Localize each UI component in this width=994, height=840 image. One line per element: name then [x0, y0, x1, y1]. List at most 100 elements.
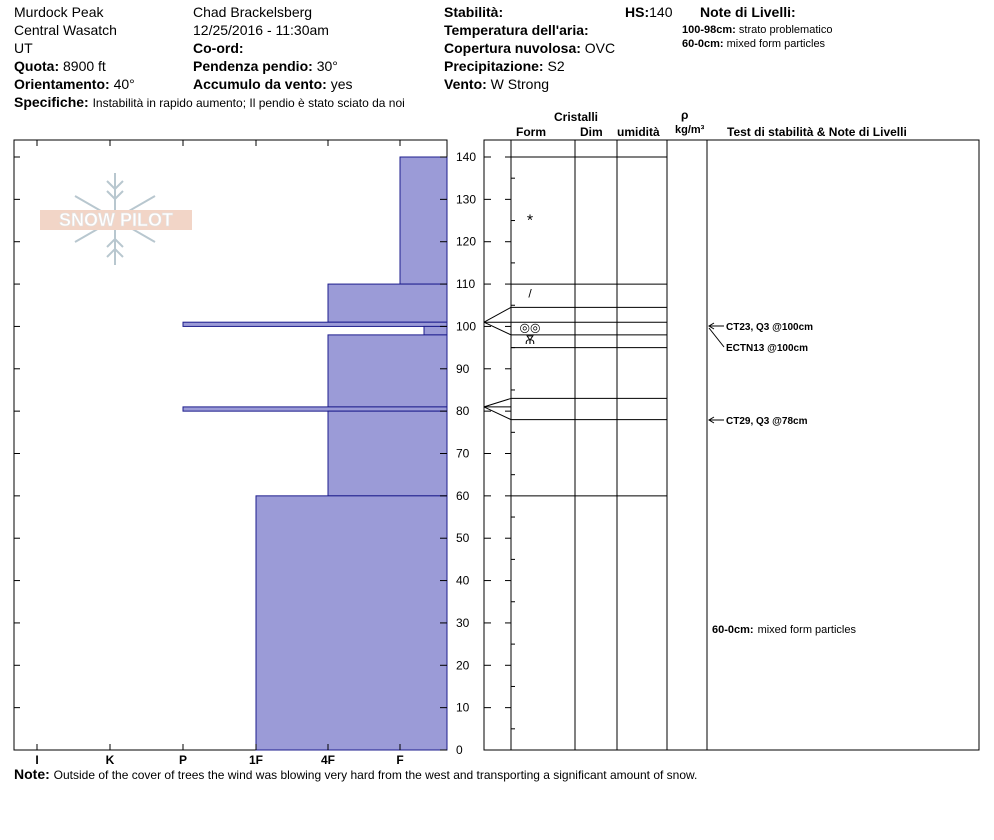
- layer-note-2: 60-0cm: mixed form particles: [682, 38, 825, 51]
- note-text: Outside of the cover of trees the wind w…: [53, 768, 698, 782]
- slope-value: 30°: [316, 58, 338, 74]
- comment-60-0-range: 60-0cm:: [712, 624, 754, 636]
- elevation-value: 8900 ft: [63, 58, 106, 74]
- depth-label-20: 20: [456, 658, 470, 672]
- grain-symbol-0: *: [527, 213, 533, 230]
- layer-note-1-range: 100-98cm:: [682, 24, 736, 36]
- depth-label-60: 60: [456, 489, 470, 503]
- state: UT: [14, 40, 33, 56]
- layer-connector: [483, 406, 512, 421]
- hardness-bar-7: [255, 495, 448, 751]
- logo-text: SNOW PILOT: [59, 210, 173, 230]
- wind: Vento: W Strong: [444, 76, 549, 93]
- test-result-2: ECTN13 @100cm: [726, 343, 808, 354]
- note-label: Note:: [14, 766, 50, 782]
- layer-note-2-range: 60-0cm:: [682, 38, 724, 50]
- dim-header: Dim: [580, 125, 603, 139]
- hardness-label-I: I: [35, 753, 38, 767]
- moisture-header: umidità: [617, 125, 660, 139]
- tests-notes-header: Test di stabilità & Note di Livelli: [727, 125, 907, 139]
- aspect-label: Orientamento:: [14, 76, 110, 92]
- layer-note-1-text: strato problematico: [738, 24, 833, 36]
- snowpilot-logo: SNOW PILOT: [40, 173, 192, 265]
- rho-header: ρ: [681, 108, 689, 122]
- comment-60-0: 60-0cm: mixed form particles: [712, 624, 856, 636]
- grain-symbol-1: /: [528, 287, 532, 301]
- depth-label-90: 90: [456, 362, 470, 376]
- depth-label-100: 100: [456, 319, 476, 333]
- elevation: Quota: 8900 ft: [14, 58, 106, 75]
- layer-connector: [483, 321, 512, 336]
- test-arrowhead-1: [708, 322, 715, 330]
- crystals-header: Cristalli: [554, 110, 599, 124]
- depth-label-30: 30: [456, 616, 470, 630]
- slope-label: Pendenza pendio:: [193, 58, 313, 74]
- slope: Pendenza pendio: 30°: [193, 58, 338, 75]
- layer-note-1: 100-98cm: strato problematico: [682, 24, 832, 37]
- wind-label: Vento:: [444, 76, 487, 92]
- grain-symbol-3: Ѫ: [525, 333, 535, 347]
- air-temp-label: Temperatura dell'aria:: [444, 22, 589, 38]
- footer-note: Note: Outside of the cover of trees the …: [14, 766, 697, 783]
- hardness-label-4F: 4F: [321, 753, 335, 767]
- depth-label-120: 120: [456, 235, 476, 249]
- test-result-3: CT29, Q3 @78cm: [726, 416, 808, 427]
- aspect: Orientamento: 40°: [14, 76, 135, 93]
- comment-60-0-text: mixed form particles: [758, 624, 857, 636]
- hardness-bar-0: [399, 156, 448, 285]
- precip-value: S2: [547, 58, 565, 74]
- hardness-bar-2: [182, 321, 448, 327]
- hardness-bar-4: [327, 334, 448, 408]
- density-unit-header: kg/m³: [675, 124, 705, 136]
- observer: Chad Brackelsberg: [193, 4, 313, 20]
- logo-band: [40, 210, 192, 230]
- location: Murdock Peak: [14, 4, 104, 20]
- wind-loading: Accumulo da vento: yes: [193, 76, 352, 93]
- layer-connector: [483, 397, 512, 408]
- layer-connector: [483, 306, 512, 323]
- elevation-label: Quota:: [14, 58, 60, 74]
- wind-loading-value: yes: [330, 76, 353, 92]
- hardness-label-P: P: [179, 753, 187, 767]
- test-arrowhead-3: [708, 416, 715, 424]
- aspect-value: 40°: [113, 76, 135, 92]
- grain-symbol-2: ◎◎: [520, 320, 541, 334]
- hardness-label-F: F: [396, 753, 403, 767]
- test-result-1: CT23, Q3 @100cm: [726, 322, 813, 333]
- mountain-range: Central Wasatch: [14, 22, 117, 38]
- test-arrow-2: [708, 327, 725, 348]
- snow-height: HS:140: [625, 4, 672, 21]
- test-arrows: [708, 322, 725, 424]
- hardness-label-1F: 1F: [249, 753, 263, 767]
- depth-label-50: 50: [456, 531, 470, 545]
- hardness-bar-1: [327, 283, 448, 323]
- specifics: Specifiche: Instabilità in rapido aument…: [14, 94, 405, 111]
- precip-label: Precipitazione:: [444, 58, 544, 74]
- depth-label-80: 80: [456, 404, 470, 418]
- profile-panel-frame: [483, 139, 980, 751]
- hardness-bar-6: [327, 410, 448, 497]
- depth-label-40: 40: [456, 574, 470, 588]
- cloud-cover: Copertura nuvolosa: OVC: [444, 40, 615, 57]
- stability-label: Stabilità:: [444, 4, 504, 20]
- depth-label-140: 140: [456, 150, 476, 164]
- hs-value: 140: [649, 4, 673, 20]
- depth-label-110: 110: [456, 277, 475, 291]
- depth-label-70: 70: [456, 447, 470, 461]
- wind-value: W Strong: [490, 76, 550, 92]
- hardness-label-K: K: [106, 753, 115, 767]
- cloud-value: OVC: [584, 40, 616, 56]
- wind-loading-label: Accumulo da vento:: [193, 76, 327, 92]
- layer-notes-title: Note di Livelli:: [700, 4, 796, 20]
- depth-label-0: 0: [456, 743, 463, 757]
- specifics-label: Specifiche:: [14, 94, 89, 110]
- depth-label-10: 10: [456, 701, 470, 715]
- depth-label-130: 130: [456, 192, 476, 206]
- hs-label: HS:: [625, 4, 650, 20]
- hardness-bar-5: [182, 406, 448, 412]
- precipitation: Precipitazione: S2: [444, 58, 565, 75]
- layer-note-2-text: mixed form particles: [726, 38, 826, 50]
- cloud-label: Copertura nuvolosa:: [444, 40, 581, 56]
- specifics-value: Instabilità in rapido aumento; Il pendio…: [92, 96, 405, 110]
